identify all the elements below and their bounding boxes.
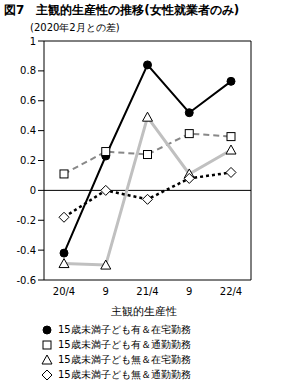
html-text:15歳未満子ども無＆通勤勤務: 15歳未満子ども無＆通勤勤務 [58, 368, 191, 380]
svg-text:0: 0 [30, 185, 36, 196]
svg-text:21/4: 21/4 [136, 286, 158, 297]
html-text:15歳未満子ども有＆在宅勤務: 15歳未満子ども有＆在宅勤務 [58, 323, 191, 335]
svg-text:20/4: 20/4 [53, 286, 75, 297]
html-text:主観的生産性: 主観的生産性 [111, 305, 177, 318]
html-text:15歳未満子ども有＆通勤勤務: 15歳未満子ども有＆通勤勤務 [58, 338, 191, 350]
svg-text:0.8: 0.8 [20, 65, 36, 76]
svg-text:-0.6: -0.6 [16, 275, 36, 286]
svg-text:9: 9 [103, 286, 109, 297]
svg-text:0.4: 0.4 [20, 125, 36, 136]
svg-text:1: 1 [30, 36, 36, 47]
html-text:15歳未満子ども無＆在宅勤務: 15歳未満子ども無＆在宅勤務 [58, 353, 191, 365]
svg-text:-0.2: -0.2 [16, 215, 36, 226]
svg-text:9: 9 [186, 286, 192, 297]
html-text:(2020年2月との差): (2020年2月との差) [30, 22, 120, 33]
html-text:図7 主観的生産性の推移(女性就業者のみ): 図7 主観的生産性の推移(女性就業者のみ) [4, 3, 240, 17]
svg-text:-0.4: -0.4 [16, 245, 36, 256]
svg-text:0.2: 0.2 [20, 155, 36, 166]
svg-text:0.6: 0.6 [20, 95, 36, 106]
svg-text:22/4: 22/4 [220, 286, 242, 297]
